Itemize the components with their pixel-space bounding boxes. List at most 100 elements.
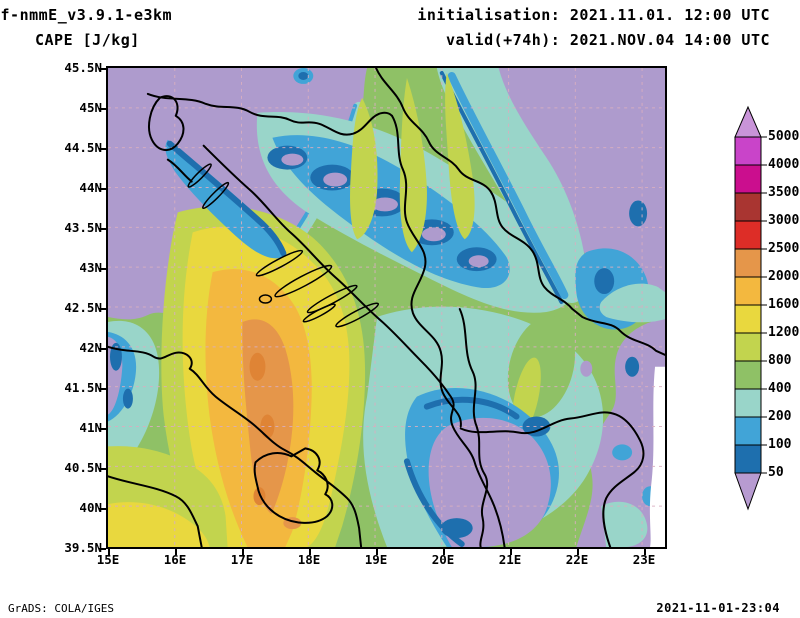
lon-tick-mark bbox=[443, 549, 445, 555]
lat-tick-mark bbox=[99, 228, 106, 230]
lon-tick-mark bbox=[577, 549, 579, 555]
coastline-istria bbox=[148, 95, 185, 151]
lat-tick-label: 43N bbox=[79, 260, 102, 275]
lat-tick-label: 43.5N bbox=[64, 220, 102, 235]
region-darkblue-top-spot bbox=[298, 71, 309, 80]
colorbar bbox=[733, 105, 793, 511]
colorbar-tick-label: 1600 bbox=[768, 297, 800, 312]
creation-timestamp: 2021-11-01-23:04 bbox=[656, 601, 780, 615]
lat-tick-mark bbox=[99, 148, 106, 150]
colorbar-tick-label: 4000 bbox=[768, 157, 800, 172]
variable-title: CAPE [J/kg] bbox=[35, 31, 140, 49]
lon-tick-label: 18E bbox=[297, 552, 321, 567]
grads-credit: GrADS: COLA/IGES bbox=[8, 602, 114, 615]
graticule-gridlines bbox=[108, 68, 665, 547]
border-north bbox=[146, 92, 393, 136]
lat-tick-label: 40N bbox=[79, 500, 102, 515]
lat-tick-label: 45N bbox=[79, 100, 102, 115]
lat-tick-label: 42N bbox=[79, 340, 102, 355]
colorbar-tick-label: 3500 bbox=[768, 185, 800, 200]
region-darkblue-south-2 bbox=[440, 518, 473, 539]
lat-tick-mark bbox=[99, 508, 106, 510]
coastline-italy-adriatic bbox=[108, 345, 363, 547]
lat-tick-mark bbox=[99, 468, 106, 470]
lat-tick-mark bbox=[99, 268, 106, 270]
colorbar-tick-label: 400 bbox=[768, 381, 792, 396]
colorbar-segment bbox=[734, 332, 762, 362]
region-purple-core-1 bbox=[281, 153, 304, 166]
island-outline-kvarner-1 bbox=[187, 163, 212, 188]
lon-tick-mark bbox=[376, 549, 378, 555]
colorbar-segment bbox=[734, 136, 762, 166]
island-outline-4 bbox=[335, 302, 380, 328]
lon-tick-mark bbox=[108, 549, 110, 555]
lat-tick-mark bbox=[99, 548, 106, 550]
colorbar-segment bbox=[734, 388, 762, 418]
lon-tick-label: 15E bbox=[96, 552, 120, 567]
region-yellow-bottomleft bbox=[108, 502, 210, 547]
colorbar-tick-label: 1200 bbox=[768, 325, 800, 340]
colorbar-segment bbox=[734, 304, 762, 334]
init-time-label: initialisation: 2021.11.01. 12:00 UTC bbox=[417, 6, 770, 24]
lon-tick-label: 21E bbox=[498, 552, 522, 567]
coastline-croatia bbox=[202, 144, 506, 547]
colorbar-segment bbox=[734, 276, 762, 306]
colorbar-arrow-above bbox=[734, 105, 762, 138]
lon-tick-mark bbox=[242, 549, 244, 555]
lat-tick-mark bbox=[99, 388, 106, 390]
lat-tick-mark bbox=[99, 308, 106, 310]
colorbar-tick-label: 200 bbox=[768, 409, 792, 424]
lat-tick-mark bbox=[99, 428, 106, 430]
lat-tick-mark bbox=[99, 188, 106, 190]
colorbar-tick-label: 800 bbox=[768, 353, 792, 368]
island-outline-kvarner-2 bbox=[202, 181, 230, 210]
border-south-horizontal bbox=[459, 411, 645, 547]
coastline-istria-south bbox=[166, 158, 193, 183]
lat-tick-mark bbox=[99, 108, 106, 110]
region-blue-ne-stripe bbox=[447, 71, 569, 300]
lat-tick-mark bbox=[99, 68, 106, 70]
colorbar-tick-label: 100 bbox=[768, 437, 792, 452]
lon-tick-label: 20E bbox=[431, 552, 455, 567]
lat-tick-label: 44N bbox=[79, 180, 102, 195]
region-teal-east-inlet bbox=[599, 283, 665, 323]
colorbar-tick-label: 3000 bbox=[768, 213, 800, 228]
region-purple-east bbox=[497, 68, 665, 547]
colorbar-segment bbox=[734, 360, 762, 390]
colorbar-tick-label: 5000 bbox=[768, 129, 800, 144]
island-outline-1 bbox=[255, 249, 304, 277]
lon-tick-label: 17E bbox=[230, 552, 254, 567]
region-darkblue-left-2 bbox=[122, 388, 133, 409]
region-darkblue-east-2 bbox=[629, 200, 648, 227]
coastline-italy-peninsula bbox=[253, 447, 334, 524]
region-chartreuse-streak-3 bbox=[350, 97, 378, 240]
island-outline-6 bbox=[258, 294, 273, 304]
region-purple-core-5 bbox=[468, 255, 489, 268]
lat-tick-label: 40.5N bbox=[64, 460, 102, 475]
lon-tick-mark bbox=[644, 549, 646, 555]
lat-tick-label: 41N bbox=[79, 420, 102, 435]
region-nodata-white-wedge bbox=[649, 366, 665, 547]
model-title: rf-nmmE_v3.9.1-e3km bbox=[0, 6, 173, 24]
border-serbia-vertical bbox=[458, 307, 489, 547]
region-purple-core-3 bbox=[372, 197, 398, 212]
lon-tick-mark bbox=[309, 549, 311, 555]
region-purple-spot-se-1 bbox=[580, 360, 593, 377]
lat-tick-label: 45.5N bbox=[64, 60, 102, 75]
region-purple-spot-se-2 bbox=[618, 378, 635, 399]
lon-tick-label: 23E bbox=[632, 552, 656, 567]
colorbar-segment bbox=[734, 416, 762, 446]
region-darkblue-kvarner-line bbox=[166, 140, 287, 257]
colorbar-arrow-below bbox=[734, 472, 762, 511]
island-outline-3 bbox=[306, 284, 358, 314]
lon-tick-mark bbox=[175, 549, 177, 555]
lon-tick-label: 19E bbox=[364, 552, 388, 567]
lat-tick-label: 44.5N bbox=[64, 140, 102, 155]
region-blue-east-spot-1 bbox=[612, 444, 633, 461]
coastline-italy-tyrrhenian bbox=[108, 475, 203, 547]
region-deep-orange-spot-1 bbox=[249, 352, 266, 381]
colorbar-segment bbox=[734, 192, 762, 222]
region-darkblue-east-1 bbox=[594, 268, 615, 295]
region-chartreuse-streak-1 bbox=[399, 77, 427, 253]
lon-tick-label: 22E bbox=[565, 552, 589, 567]
